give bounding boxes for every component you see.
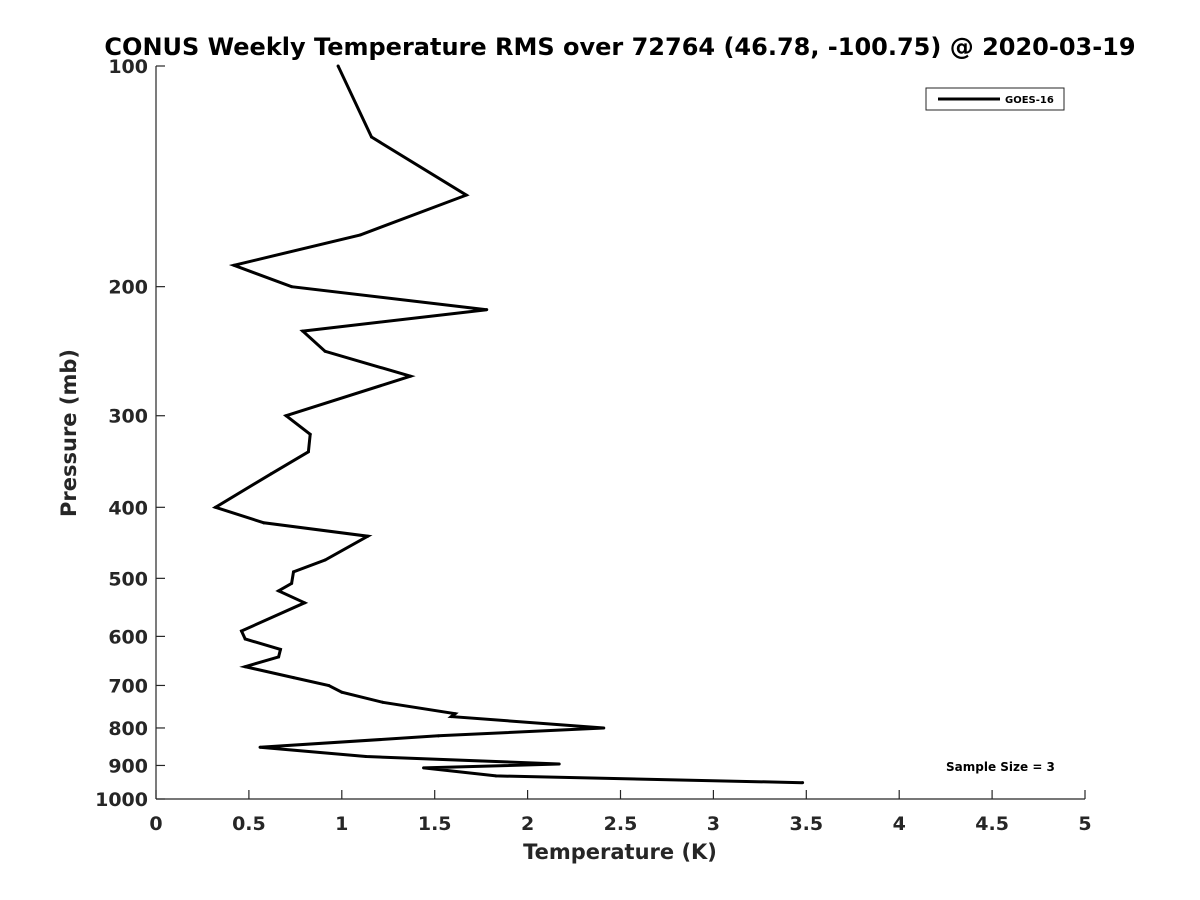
x-tick-label: 4.5	[975, 813, 1009, 835]
data-point-goes-16	[557, 762, 561, 766]
y-axis: 100 200 300 400 500 600 700 800 900 1000	[95, 56, 165, 811]
y-tick-label: 800	[108, 718, 148, 740]
data-point-goes-16	[290, 285, 294, 289]
y-tick-label: 900	[108, 755, 148, 777]
data-point-goes-16	[239, 629, 243, 633]
data-point-goes-16	[243, 665, 247, 669]
data-point-goes-16	[381, 700, 385, 704]
data-point-goes-16	[422, 766, 426, 770]
x-tick-label: 2	[521, 813, 534, 835]
data-point-goes-16	[602, 726, 606, 730]
series-layer	[211, 64, 805, 785]
x-tick-label: 0.5	[232, 813, 266, 835]
data-point-goes-16	[370, 135, 374, 139]
data-point-goes-16	[485, 308, 489, 312]
data-point-goes-16	[358, 233, 362, 237]
x-axis-label: Temperature (K)	[523, 840, 717, 864]
data-point-goes-16	[278, 647, 282, 651]
x-tick-label: 3	[707, 813, 720, 835]
data-point-goes-16	[409, 374, 413, 378]
data-point-goes-16	[336, 64, 340, 68]
data-point-goes-16	[323, 349, 327, 353]
legend-label-goes-16: GOES-16	[1005, 95, 1054, 106]
data-point-goes-16	[277, 589, 281, 593]
data-point-goes-16	[213, 505, 217, 509]
y-axis-label: Pressure (mb)	[57, 349, 81, 517]
y-tick-label: 1000	[95, 789, 148, 811]
data-point-goes-16	[453, 712, 457, 716]
y-tick-label: 500	[108, 568, 148, 590]
data-point-goes-16	[291, 570, 295, 574]
data-point-goes-16	[277, 655, 281, 659]
data-point-goes-16	[308, 432, 312, 436]
data-point-goes-16	[306, 450, 310, 454]
x-tick-label: 5	[1078, 813, 1091, 835]
x-tick-label: 2.5	[604, 813, 638, 835]
data-point-goes-16	[291, 676, 295, 680]
data-point-goes-16	[284, 414, 288, 418]
data-point-goes-16	[303, 601, 307, 605]
x-tick-label: 1	[335, 813, 348, 835]
data-point-goes-16	[262, 521, 266, 525]
data-point-goes-16	[340, 690, 344, 694]
data-point-goes-16	[323, 558, 327, 562]
data-point-goes-16	[364, 754, 368, 758]
x-axis: 0 0.5 1 1.5 2 2.5 3 3.5 4 4.5 5	[149, 790, 1092, 835]
data-point-goes-16	[494, 774, 498, 778]
y-tick-label: 300	[108, 406, 148, 428]
data-point-goes-16	[366, 534, 370, 538]
data-point-goes-16	[801, 781, 805, 785]
data-point-goes-16	[258, 745, 262, 749]
data-point-goes-16	[269, 472, 273, 476]
data-point-goes-16	[290, 581, 294, 585]
sample-size-annotation: Sample Size = 3	[946, 760, 1055, 774]
data-point-goes-16	[327, 683, 331, 687]
y-tick-label: 100	[108, 56, 148, 78]
y-tick-label: 200	[108, 277, 148, 299]
data-point-goes-16	[301, 329, 305, 333]
x-tick-label: 1.5	[418, 813, 452, 835]
x-tick-label: 0	[149, 813, 162, 835]
data-point-goes-16	[436, 734, 440, 738]
chart-title: CONUS Weekly Temperature RMS over 72764 …	[104, 33, 1135, 61]
data-point-goes-16	[232, 263, 236, 267]
y-tick-label: 600	[108, 626, 148, 648]
y-tick-label: 700	[108, 675, 148, 697]
legend: GOES-16	[925, 87, 1065, 111]
x-tick-label: 4	[893, 813, 906, 835]
data-point-goes-16	[464, 193, 468, 197]
y-tick-label: 400	[108, 497, 148, 519]
data-point-goes-16	[243, 637, 247, 641]
data-point-goes-16	[449, 715, 453, 719]
x-tick-label: 3.5	[789, 813, 823, 835]
